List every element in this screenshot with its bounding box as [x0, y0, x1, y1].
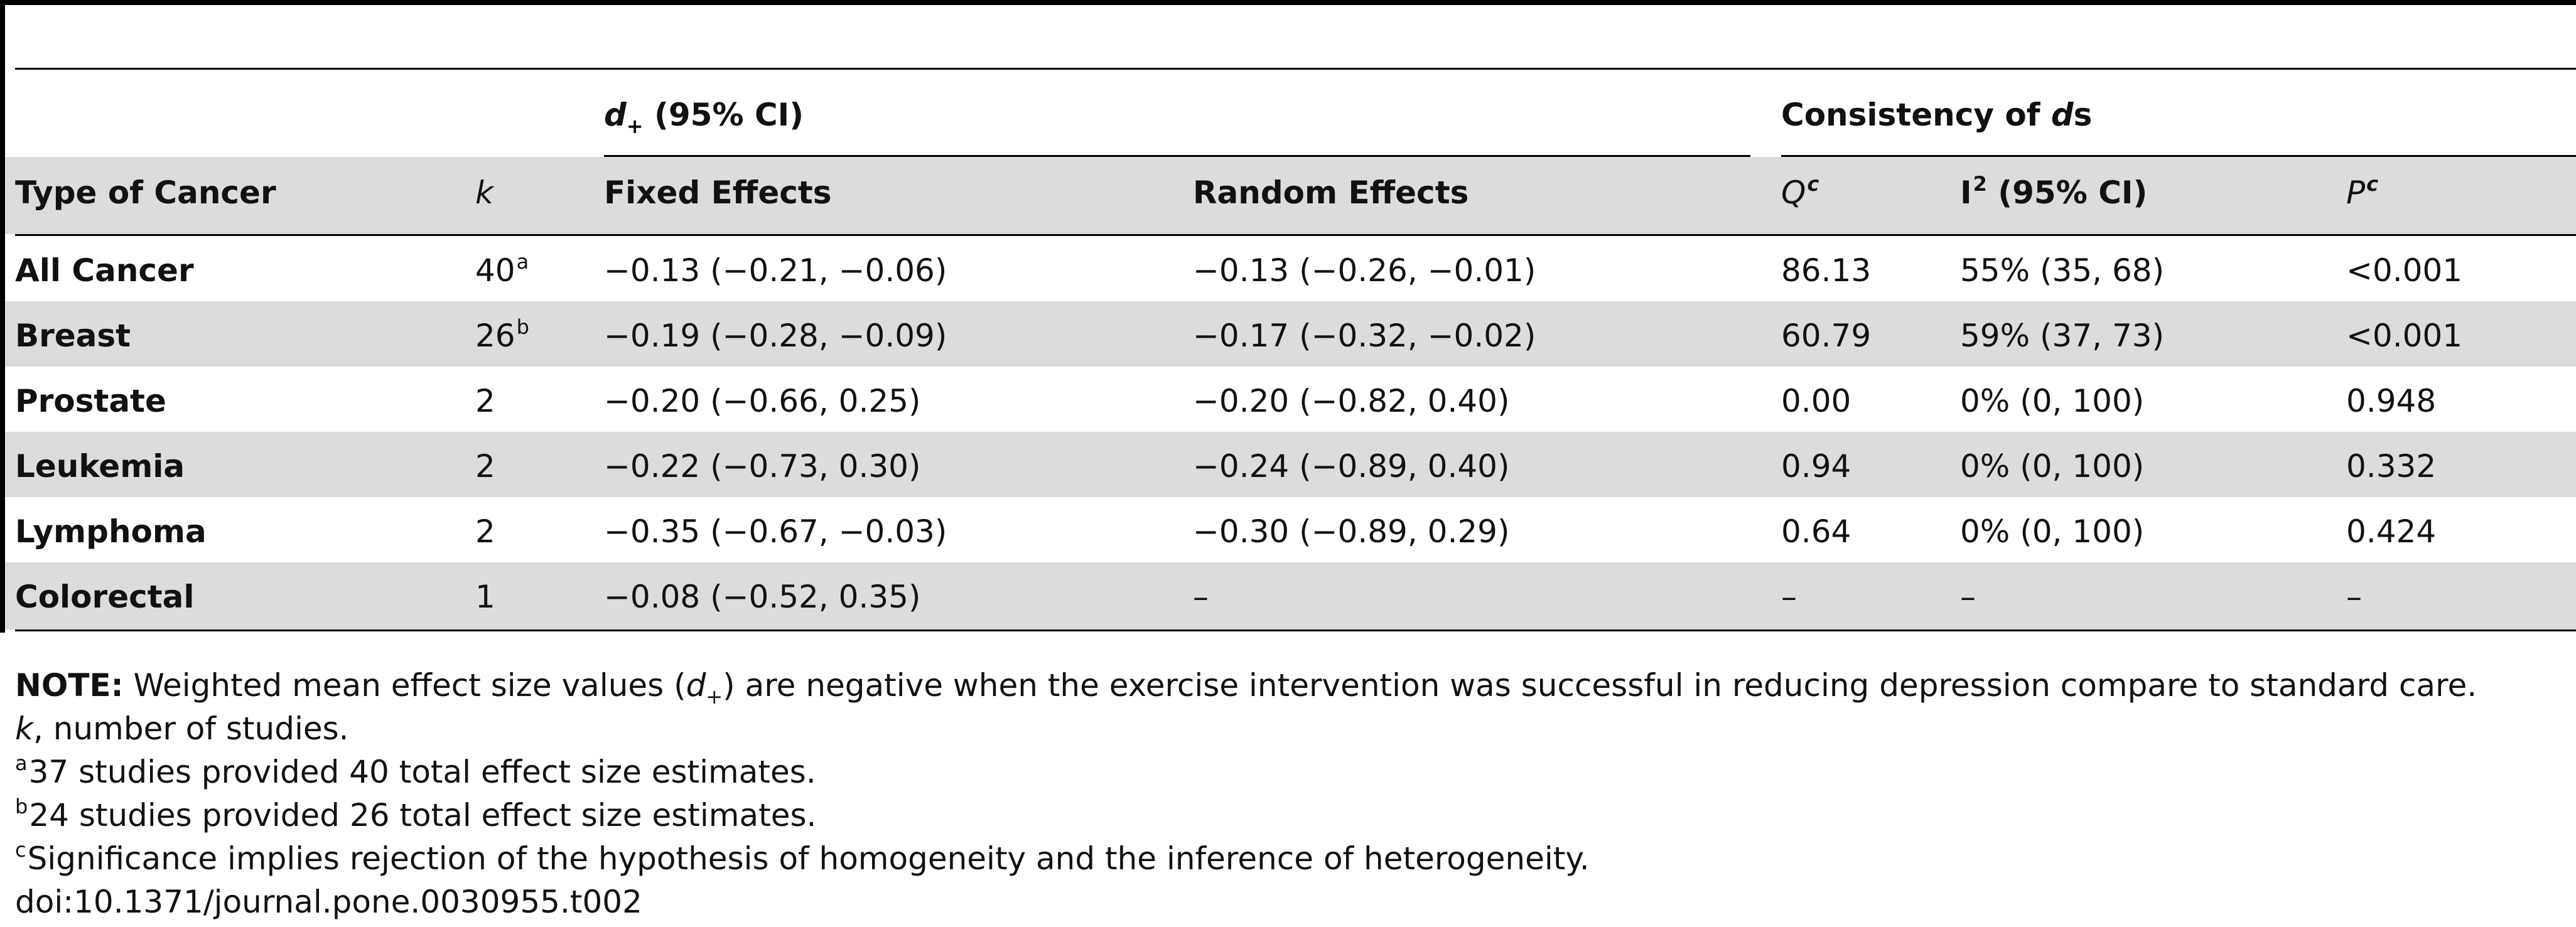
table-row-i2: 59% (37, 73)	[1960, 318, 2165, 354]
table-row-p: 0.332	[2346, 448, 2437, 485]
table-row-random: −0.24 (−0.89, 0.40)	[1193, 448, 1510, 485]
table-row-p: –	[2346, 579, 2362, 615]
table-row-k: 2	[475, 513, 495, 550]
table-row-type: Prostate	[15, 383, 166, 419]
table-row-random: −0.17 (−0.32, −0.02)	[1193, 318, 1536, 354]
table-row-type: Leukemia	[15, 448, 185, 485]
table-row-q: 0.64	[1781, 513, 1851, 550]
table-row-q: –	[1781, 579, 1797, 615]
note-line: NOTE: Weighted mean effect size values (…	[15, 667, 2477, 709]
footnote-b: b24 studies provided 26 total effect siz…	[15, 795, 817, 833]
col-header-p: Pc	[2346, 172, 2379, 211]
row-band-colorectal	[5, 562, 2576, 630]
table-row-i2: 0% (0, 100)	[1960, 513, 2145, 550]
table-row-p: <0.001	[2346, 252, 2463, 289]
table-row-q: 60.79	[1781, 318, 1872, 354]
col-header-random: Random Effects	[1193, 174, 1469, 211]
group-header-d: d+ (95% CI)	[604, 97, 804, 138]
table-row-type: Lymphoma	[15, 513, 207, 550]
row-band-leukemia	[5, 432, 2576, 497]
col-header-q: Qc	[1781, 172, 1819, 211]
col-header-fixed: Fixed Effects	[604, 174, 832, 211]
table-bottom-rule	[15, 630, 2576, 631]
doi-link[interactable]: doi:10.1371/journal.pone.0030955.t002	[15, 884, 642, 920]
table-row-fixed: −0.13 (−0.21, −0.06)	[604, 252, 947, 289]
col-header-type: Type of Cancer	[15, 174, 276, 211]
table-row-i2: 0% (0, 100)	[1960, 383, 2145, 419]
k-definition: k, number of studies.	[15, 710, 349, 747]
table-row-type: All Cancer	[15, 252, 194, 289]
table-row-i2: 0% (0, 100)	[1960, 448, 2145, 485]
table-row-p: 0.948	[2346, 383, 2437, 419]
table-row-fixed: −0.08 (−0.52, 0.35)	[604, 579, 921, 615]
group-rule-consistency	[1781, 155, 2576, 157]
table-row-random: −0.13 (−0.26, −0.01)	[1193, 252, 1536, 289]
table-row-k: 40a	[475, 250, 529, 289]
left-border	[0, 0, 5, 633]
top-border	[0, 0, 2576, 5]
table-row-fixed: −0.19 (−0.28, −0.09)	[604, 318, 947, 354]
group-rule-d	[604, 155, 1750, 157]
table-row-i2: 55% (35, 68)	[1960, 252, 2165, 289]
table-row-type: Colorectal	[15, 579, 195, 615]
group-header-consistency: Consistency of ds	[1781, 97, 2093, 133]
table-top-rule	[15, 68, 2576, 70]
table-row-fixed: −0.22 (−0.73, 0.30)	[604, 448, 921, 485]
table-row-k: 1	[475, 579, 495, 615]
col-header-k: k	[475, 174, 493, 211]
table-row-q: 0.00	[1781, 383, 1851, 419]
table-row-fixed: −0.35 (−0.67, −0.03)	[604, 513, 947, 550]
table-row-fixed: −0.20 (−0.66, 0.25)	[604, 383, 921, 419]
table-row-random: −0.30 (−0.89, 0.29)	[1193, 513, 1510, 550]
row-band-breast	[5, 301, 2576, 367]
table-row-type: Breast	[15, 318, 131, 354]
table-row-k: 26b	[475, 315, 529, 354]
column-header-band	[5, 157, 2576, 234]
footnote-a: a37 studies provided 40 total effect siz…	[15, 751, 816, 790]
header-bottom-rule	[15, 234, 2576, 236]
table-row-p: 0.424	[2346, 513, 2437, 550]
col-header-i2: I2 (95% CI)	[1960, 172, 2148, 211]
table-row-p: <0.001	[2346, 318, 2463, 354]
table-row-random: −0.20 (−0.82, 0.40)	[1193, 383, 1510, 419]
table-row-i2: –	[1960, 579, 1976, 615]
table-row-q: 86.13	[1781, 252, 1872, 289]
table-row-random: –	[1193, 579, 1209, 615]
table-row-k: 2	[475, 383, 495, 419]
table-row-k: 2	[475, 448, 495, 485]
table-row-q: 0.94	[1781, 448, 1851, 485]
footnote-c: cSignificance implies rejection of the h…	[15, 838, 1590, 877]
